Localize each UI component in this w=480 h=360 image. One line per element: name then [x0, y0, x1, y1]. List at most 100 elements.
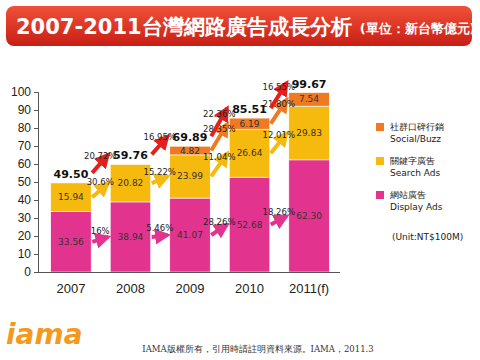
growth-annotations: 16% 5.46% 28.26% 18.26% 30.6% 15.22% 11.04% 12.… [54, 78, 327, 242]
x-tick: 2008 [116, 272, 145, 296]
y-tick: 20 [18, 229, 38, 243]
growth-label: 21.80% [263, 99, 295, 109]
growth-label: 18.26% [263, 207, 295, 217]
y-axis-line [34, 93, 39, 273]
logo: iama [6, 318, 83, 351]
y-tick-label: 70 [18, 139, 32, 153]
y-tick-label: 0 [24, 265, 31, 279]
data-label: 6.19 [240, 119, 260, 129]
subtitle: (單位：新台幣億元) [360, 21, 476, 36]
data-label: 23.99 [177, 171, 203, 181]
footer: IAMA版權所有，引用時請註明資料來源。IAMA，2011.3 [142, 344, 373, 354]
growth-label: 20.72% [84, 151, 116, 161]
legend-label: 社群口碑行銷Social/Buzz [390, 122, 444, 144]
x-tick-label: 2008 [116, 281, 145, 296]
data-label: 26.64 [237, 148, 263, 158]
y-tick: 60 [18, 157, 38, 171]
growth-arrow [152, 235, 168, 237]
bar-segment [110, 202, 150, 272]
data-label: 33.56 [58, 237, 84, 247]
y-tick-label: 90 [18, 103, 32, 117]
y-tick-mark [34, 164, 38, 165]
x-tick: 2009 [176, 272, 205, 296]
y-tick-mark [34, 236, 38, 237]
y-tick-mark [34, 200, 38, 201]
legend-swatch [376, 191, 384, 199]
y-tick: 90 [18, 103, 38, 117]
total-label: 49.50 [54, 168, 89, 181]
y-tick: 40 [18, 193, 38, 207]
y-tick-mark [34, 146, 38, 147]
y-tick: 30 [18, 211, 38, 225]
y-tick-label: 80 [18, 121, 32, 135]
growth-label: 11.04% [203, 152, 235, 162]
y-tick: 10 [18, 247, 38, 261]
x-tick: 2011(f) [289, 272, 329, 296]
data-label: 52.68 [237, 220, 263, 230]
y-tick-label: 50 [18, 175, 32, 189]
bar-segment [51, 183, 91, 212]
y-tick-mark [34, 254, 38, 255]
x-tick-label: 2009 [176, 281, 205, 296]
growth-label: 12.01% [263, 130, 295, 140]
growth-label: 5.46% [146, 223, 173, 233]
legend-swatch [376, 123, 384, 131]
data-label: 7.54 [299, 94, 319, 104]
y-tick-mark [34, 218, 38, 219]
growth-label: 28.26% [203, 217, 235, 227]
y-tick-label: 40 [18, 193, 32, 207]
growth-label: 16% [91, 226, 110, 236]
chart: 2007-2011台灣網路廣告成長分析 (單位：新台幣億元) 0 10 20 30 40 50… [0, 0, 480, 360]
y-tick-label: 10 [18, 247, 32, 261]
y-tick: 80 [18, 121, 38, 135]
data-label: 4.82 [180, 146, 200, 156]
y-tick: 0 [24, 265, 38, 279]
total-label: 69.89 [173, 131, 208, 144]
legend: 社群口碑行銷Social/Buzz 關鍵字廣告Search Ads 網站廣告Disp… [376, 122, 444, 212]
growth-arrow [92, 237, 108, 242]
x-tick: 2007 [56, 272, 85, 296]
bars [51, 93, 330, 272]
total-label: 59.76 [113, 149, 148, 162]
growth-label: 30.6% [87, 177, 114, 187]
total-label: 99.67 [292, 78, 327, 91]
y-tick-mark [34, 92, 38, 93]
data-label: 62.30 [296, 211, 322, 221]
growth-label: 22.36% [203, 109, 235, 119]
y-tick-label: 20 [18, 229, 32, 243]
bar-segment [51, 212, 91, 272]
y-tick: 50 [18, 175, 38, 189]
y-tick-label: 30 [18, 211, 32, 225]
growth-label: 16.95% [144, 132, 176, 142]
data-labels: 33.56 38.94 41.07 52.68 62.30 15.94 20.82 23.99… [58, 94, 322, 246]
legend-label: 網站廣告Display Ads [389, 190, 443, 212]
data-label: 29.83 [296, 128, 322, 138]
unit-note: (Unit:NT$100M) [392, 232, 463, 242]
growth-label: 15.22% [144, 167, 176, 177]
x-axis-line [36, 272, 340, 273]
y-tick: 100 [11, 85, 38, 99]
growth-label: 16.55% [263, 82, 295, 92]
title: 2007-2011台灣網路廣告成長分析 [16, 15, 352, 39]
y-tick: 70 [18, 139, 38, 153]
y-tick-label: 60 [18, 157, 32, 171]
bar-segment [170, 198, 210, 272]
x-tick-label: 2007 [56, 281, 85, 296]
data-label: 38.94 [118, 232, 144, 242]
x-tick: 2010 [235, 272, 264, 296]
x-axis: 2007 2008 2009 2010 2011(f) [36, 272, 340, 296]
data-label: 20.82 [118, 178, 144, 188]
y-tick-label: 100 [11, 85, 31, 99]
y-tick-mark [34, 128, 38, 129]
x-tick-label: 2011(f) [289, 281, 329, 296]
data-label: 15.94 [58, 192, 84, 202]
y-tick-mark [34, 110, 38, 111]
x-tick-label: 2010 [235, 281, 264, 296]
data-label: 41.07 [177, 230, 203, 240]
y-tick-mark [34, 182, 38, 183]
total-label: 85.51 [232, 103, 267, 116]
growth-arrow [152, 176, 168, 183]
legend-label: 關鍵字廣告Search Ads [390, 156, 440, 178]
legend-swatch [376, 157, 384, 165]
y-axis: 0 10 20 30 40 50 60 70 80 90 100 [11, 85, 39, 279]
